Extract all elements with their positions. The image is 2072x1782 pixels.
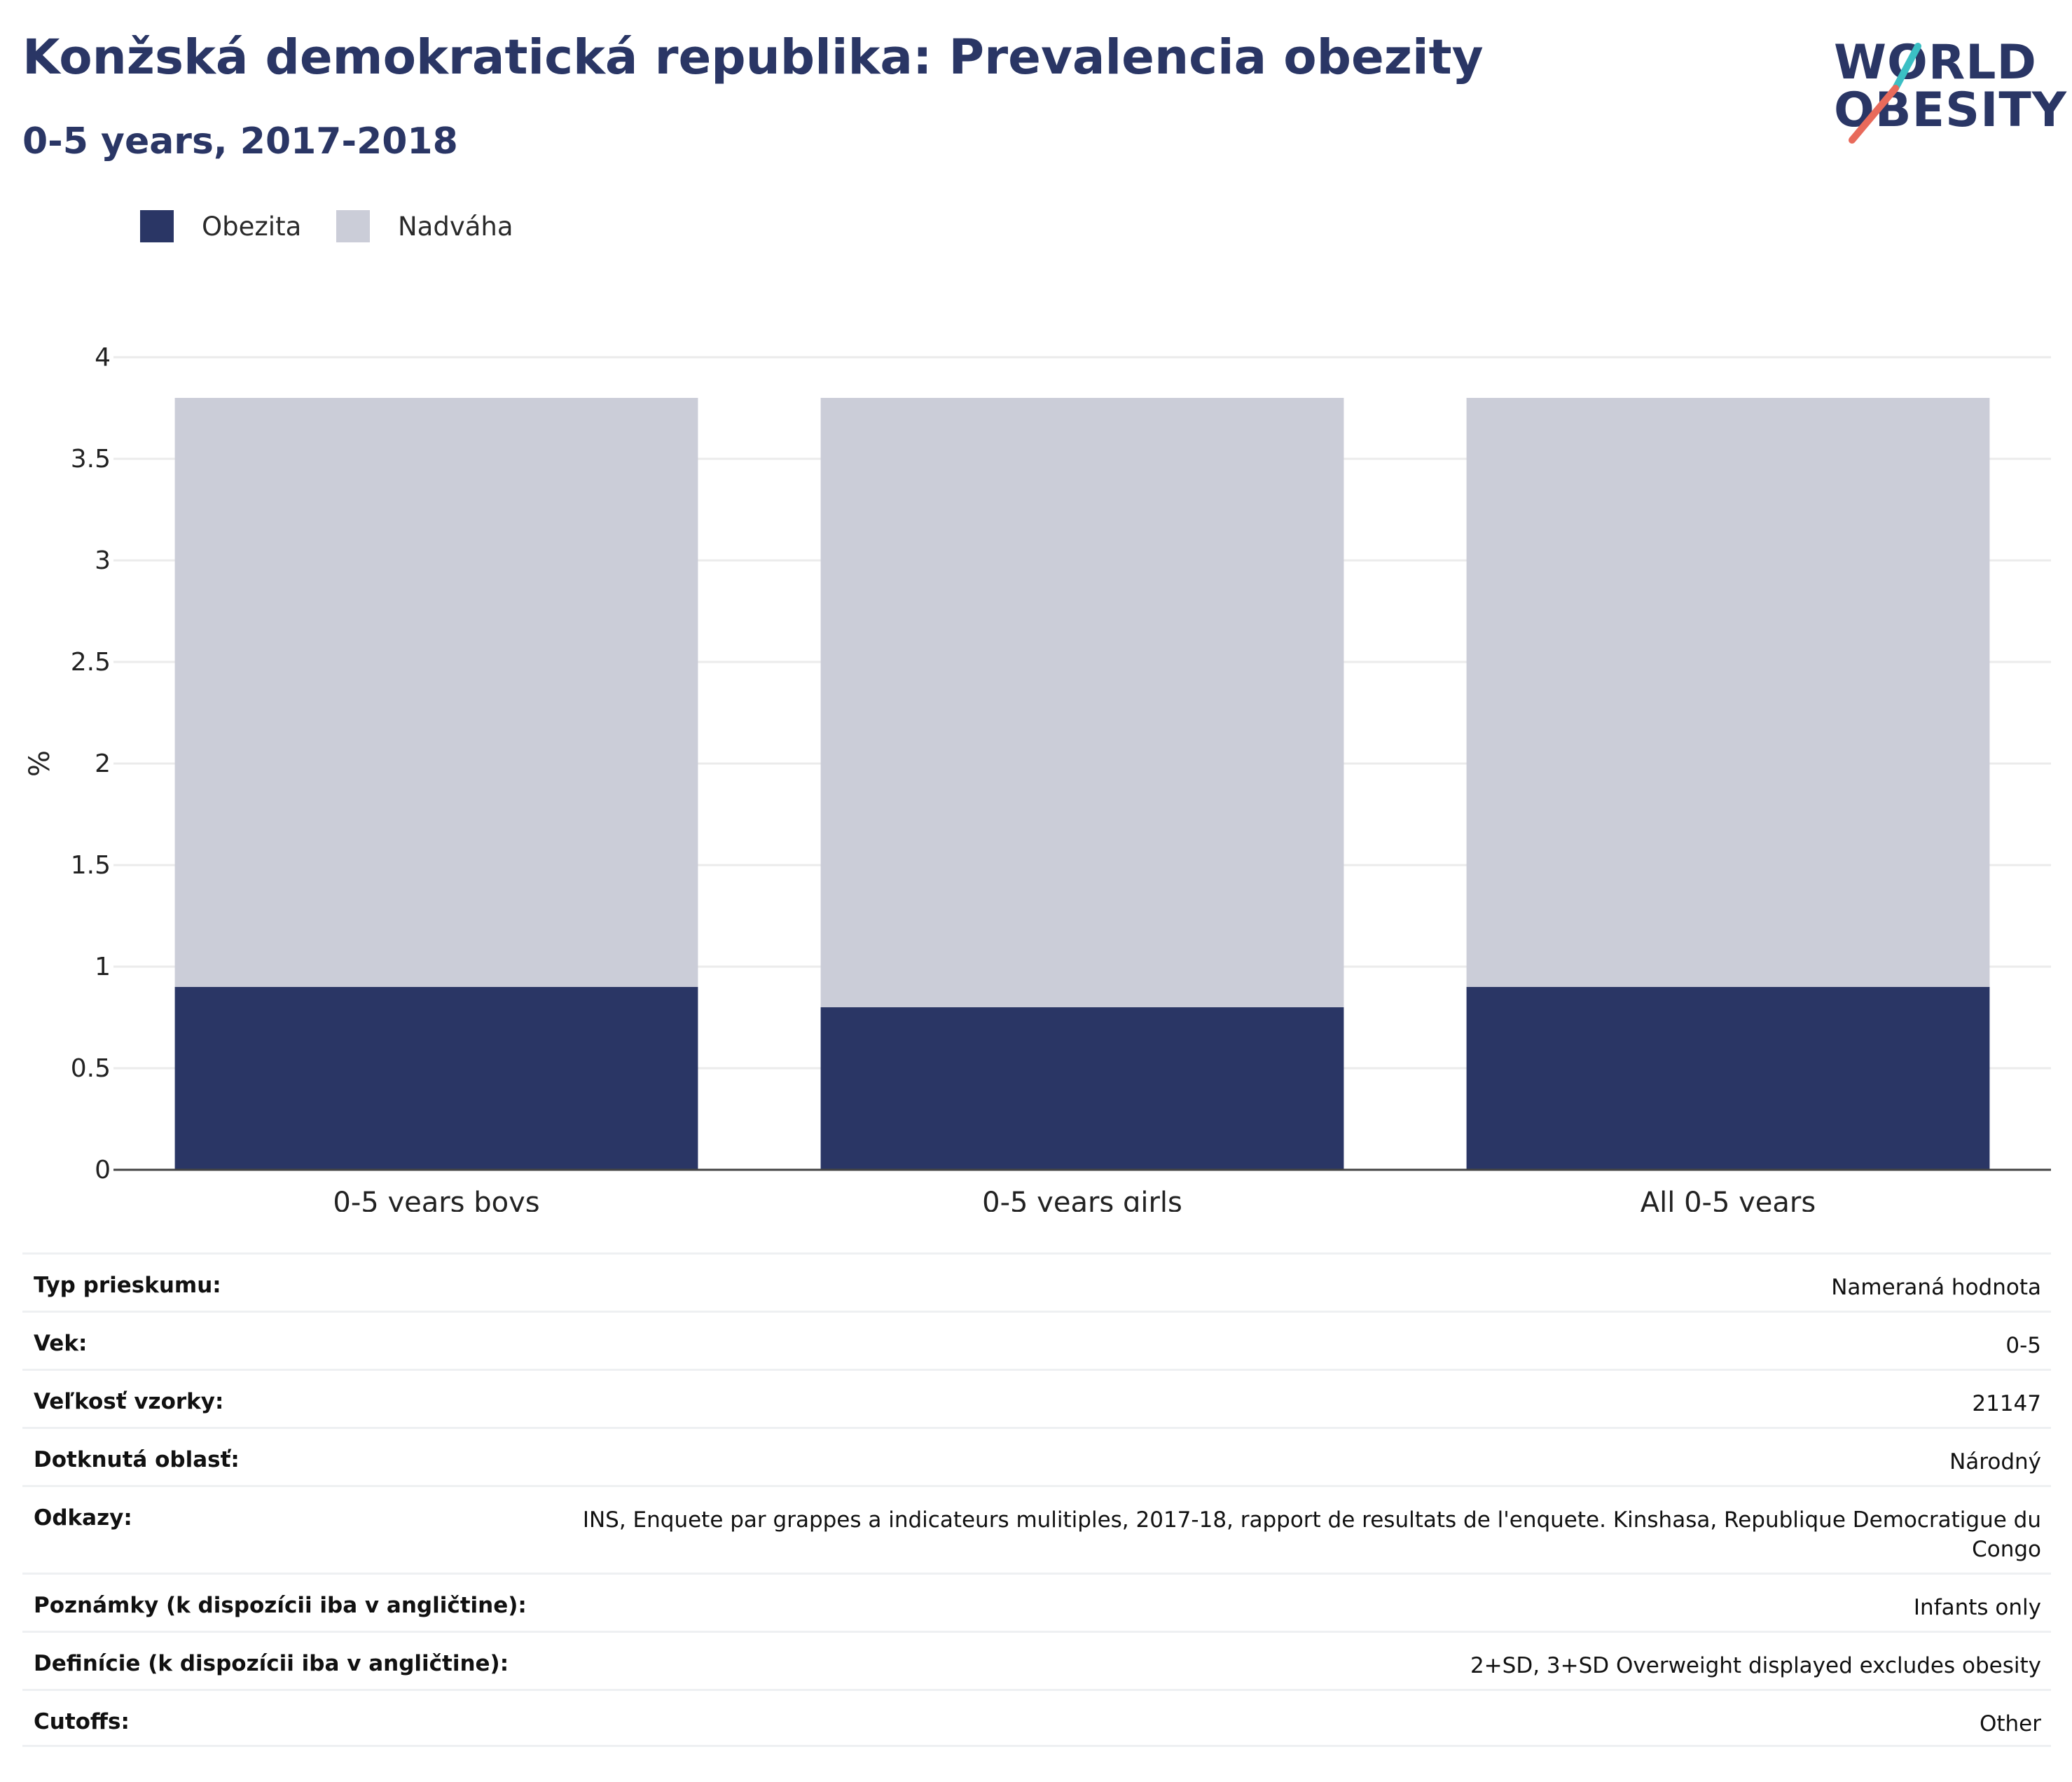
info-table: Typ prieskumu: Nameraná hodnota Vek: 0-5… (22, 1252, 2051, 1747)
info-value: 21147 (1972, 1391, 2041, 1416)
legend-label-nadvaha: Nadváha (398, 212, 513, 242)
x-tick-label: 0-5 years girls (982, 1187, 1182, 1212)
bar-nadv-ha (820, 398, 1344, 1007)
bar-nadv-ha (174, 398, 698, 987)
info-row-sample-size: Veľkosť vzorky: 21147 (22, 1369, 2051, 1427)
y-tick-label: 1.5 (71, 851, 111, 880)
info-row-definitions: Definície (k dispozícii iba v angličtine… (22, 1631, 2051, 1689)
info-value: Nameraná hodnota (1831, 1275, 2041, 1300)
bar-obezita (174, 987, 698, 1170)
info-label: Odkazy: (34, 1505, 132, 1531)
info-row-area: Dotknutá oblasť: Národný (22, 1427, 2051, 1485)
y-tick-label: 3 (95, 546, 111, 575)
world-obesity-logo: WORLD OBESITY (1828, 21, 2066, 147)
info-label: Poznámky (k dispozícii iba v angličtine)… (34, 1593, 527, 1618)
x-tick-label: All 0-5 years (1641, 1187, 1816, 1212)
logo-line-1: WORLD (1834, 35, 2037, 90)
legend-swatch-nadvaha (336, 210, 370, 242)
y-tick-label: 0 (95, 1156, 111, 1184)
info-label: Typ prieskumu: (34, 1273, 221, 1298)
x-tick-label: 0-5 years boys (333, 1187, 539, 1212)
info-label: Cutoffs: (34, 1709, 130, 1734)
legend-swatch-obezita (140, 210, 174, 242)
logo-slash-icon (1849, 43, 1921, 144)
bar-nadv-ha (1466, 398, 1990, 987)
info-value: 2+SD, 3+SD Overweight displayed excludes… (1470, 1653, 2041, 1678)
legend-label-obezita: Obezita (202, 212, 302, 242)
info-value: 0-5 (2005, 1333, 2041, 1358)
info-label: Vek: (34, 1331, 88, 1356)
info-value: Infants only (1913, 1595, 2041, 1620)
info-row-survey-type: Typ prieskumu: Nameraná hodnota (22, 1252, 2051, 1311)
y-tick-label: 2.5 (71, 648, 111, 677)
info-label: Definície (k dispozícii iba v angličtine… (34, 1651, 509, 1676)
y-axis-label: % (24, 750, 56, 777)
page-title: Konžská demokratická republika: Prevalen… (22, 29, 1484, 85)
info-value: Národný (1949, 1449, 2041, 1474)
stacked-bar-chart: 0 0.5 1 1.5 2 2.5 3 3.5 4% 0-5 years boys 0-5 year… (24, 343, 2051, 1212)
y-tick-label: 3.5 (71, 445, 111, 474)
y-tick-label: 4 (95, 343, 111, 372)
info-value: INS, Enquete par grappes a indicateurs m… (582, 1507, 2041, 1562)
y-tick-label: 0.5 (71, 1054, 111, 1083)
info-label: Veľkosť vzorky: (34, 1389, 224, 1414)
bar-obezita (1466, 987, 1990, 1170)
info-row-age: Vek: 0-5 (22, 1311, 2051, 1369)
info-row-notes: Poznámky (k dispozícii iba v angličtine)… (22, 1573, 2051, 1631)
info-value: Other (1979, 1711, 2041, 1736)
info-row-references: Odkazy: INS, Enquete par grappes a indic… (22, 1485, 2051, 1573)
info-label: Dotknutá oblasť: (34, 1447, 240, 1472)
info-row-cutoffs: Cutoffs: Other (22, 1689, 2051, 1747)
y-tick-label: 1 (95, 953, 111, 981)
y-tick-label: 2 (95, 750, 111, 778)
bar-obezita (820, 1007, 1344, 1170)
page-subtitle: 0-5 years, 2017-2018 (22, 120, 458, 163)
